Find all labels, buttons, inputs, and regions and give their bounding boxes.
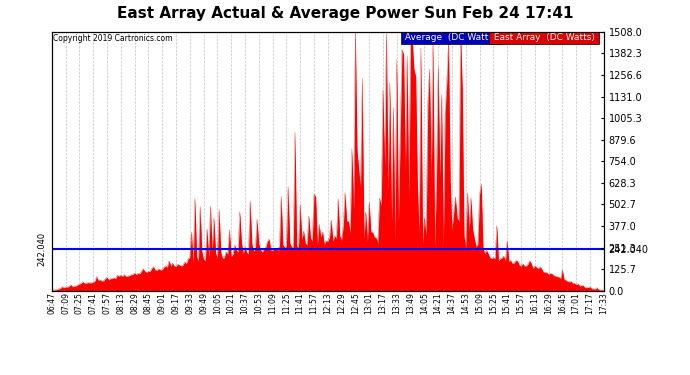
Text: Average  (DC Watts): Average (DC Watts) — [402, 33, 500, 42]
Text: Copyright 2019 Cartronics.com: Copyright 2019 Cartronics.com — [53, 34, 172, 44]
Text: East Array  (DC Watts): East Array (DC Watts) — [491, 33, 598, 42]
Text: East Array Actual & Average Power Sun Feb 24 17:41: East Array Actual & Average Power Sun Fe… — [117, 6, 573, 21]
